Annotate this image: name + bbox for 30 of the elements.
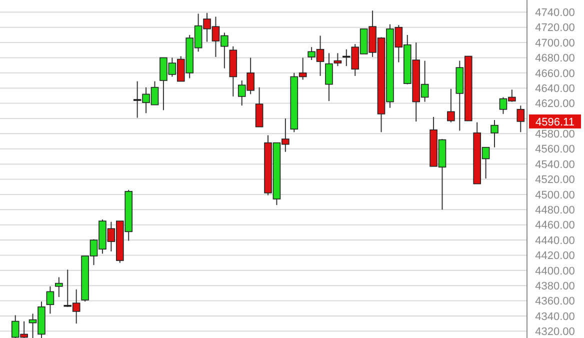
y-tick-label: 4440.00 [535, 234, 575, 247]
y-tick-label: 4740.00 [535, 7, 575, 20]
y-tick-label: 4400.00 [535, 265, 575, 278]
y-tick-label: 4580.00 [535, 128, 575, 141]
candlestick [46, 286, 54, 314]
candlestick [447, 88, 455, 123]
candlestick [490, 120, 498, 148]
candlestick [55, 276, 63, 298]
y-tick-label: 4480.00 [535, 204, 575, 216]
y-tick-label: 4500.00 [535, 189, 575, 202]
y-tick-label: 4660.00 [535, 68, 575, 80]
candlestick [516, 105, 525, 133]
y-tick-label: 4700.00 [535, 37, 575, 50]
y-tick-label: 4680.00 [535, 52, 575, 65]
y-tick-label: 4340.00 [535, 310, 575, 323]
y-tick-label: 4320.00 [535, 326, 575, 338]
y-tick-label: 4560.00 [535, 144, 575, 156]
candlestick [325, 52, 333, 102]
text: 4596.11 [536, 116, 574, 128]
y-tick-label: 4620.00 [535, 98, 575, 110]
y-tick-label: 4640.00 [535, 82, 575, 95]
y-tick-label: 4420.00 [535, 250, 575, 262]
y-tick-label: 4540.00 [535, 158, 575, 171]
y-tick-label: 4460.00 [535, 220, 575, 232]
y-tick-label: 4360.00 [535, 296, 575, 308]
y-tick-label: 4720.00 [535, 22, 575, 34]
y-tick-label: 4520.00 [535, 174, 575, 186]
y-tick-label: 4380.00 [535, 280, 575, 292]
candlestick [255, 86, 264, 128]
candlestick [334, 52, 342, 67]
